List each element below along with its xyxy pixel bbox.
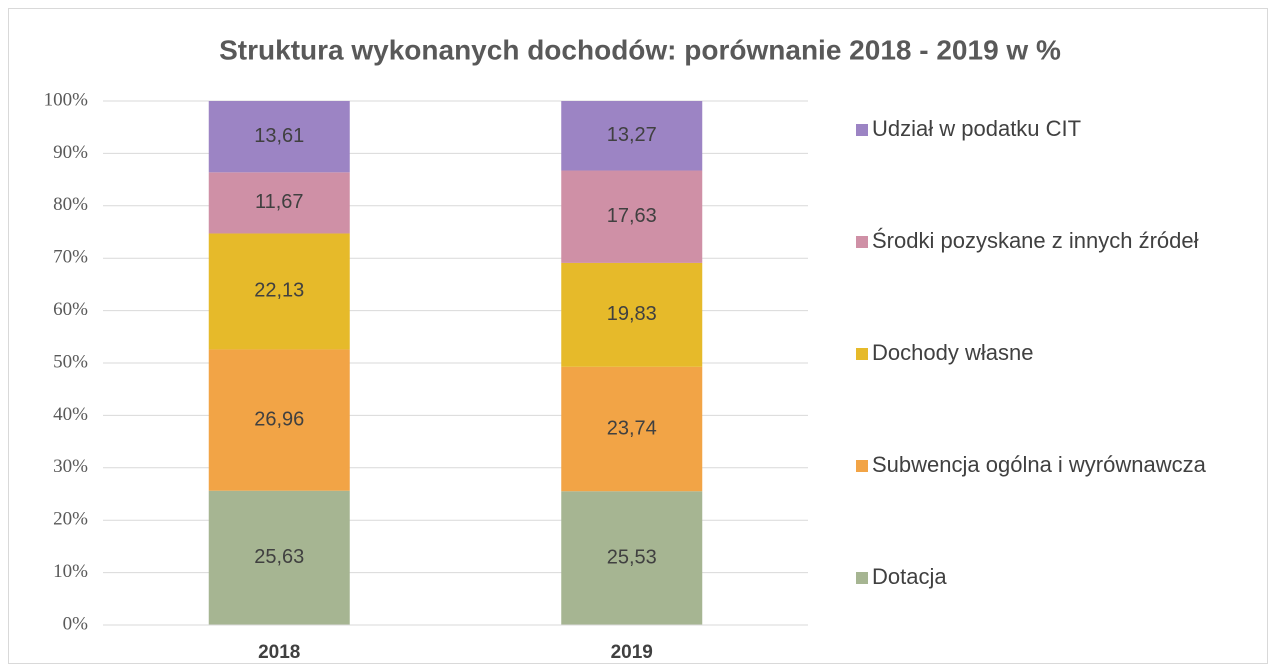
legend-label: Subwencja ogólna i wyrównawcza — [872, 452, 1207, 477]
legend-swatch — [856, 124, 868, 136]
y-tick-label: 70% — [53, 247, 88, 268]
bar-segment — [561, 366, 703, 492]
legend-swatch — [856, 460, 868, 472]
data-label: 22,13 — [254, 280, 304, 302]
data-label: 26,96 — [254, 408, 304, 430]
x-tick-label: 2018 — [258, 642, 300, 663]
bar-segment — [208, 490, 350, 625]
y-tick-label: 100% — [44, 89, 89, 110]
legend-swatch — [856, 236, 868, 248]
legend-swatch — [856, 572, 868, 584]
bar-segment — [208, 349, 350, 491]
legend-swatch — [856, 348, 868, 360]
bar-segment — [208, 101, 350, 173]
y-tick-label: 0% — [63, 613, 89, 634]
legend-label: Dotacja — [872, 564, 947, 589]
y-tick-label: 60% — [53, 299, 88, 320]
data-label: 19,83 — [607, 303, 657, 325]
data-label: 25,53 — [607, 546, 657, 568]
y-tick-label: 50% — [53, 351, 88, 372]
data-label: 17,63 — [607, 205, 657, 227]
y-tick-label: 90% — [53, 142, 88, 163]
x-tick-label: 2019 — [611, 642, 653, 663]
bar-segment — [561, 262, 703, 367]
chart-title: Struktura wykonanych dochodów: porównani… — [219, 34, 1061, 65]
bar-segment — [561, 491, 703, 625]
y-tick-label: 20% — [53, 509, 88, 530]
legend-label: Dochody własne — [872, 340, 1033, 365]
bar-segment — [208, 172, 350, 234]
bar-segment — [208, 233, 350, 350]
legend-label: Udział w podatku CIT — [872, 116, 1081, 141]
bar-segment — [561, 101, 703, 171]
legend-label: Środki pozyskane z innych źródeł — [872, 228, 1199, 253]
data-label: 13,27 — [607, 124, 657, 146]
y-tick-label: 10% — [53, 561, 88, 582]
data-label: 13,61 — [254, 125, 304, 147]
data-label: 25,63 — [254, 546, 304, 568]
bar-segment — [561, 170, 703, 263]
y-tick-label: 30% — [53, 456, 88, 477]
data-label: 11,67 — [255, 191, 304, 213]
y-tick-label: 80% — [53, 194, 88, 215]
data-label: 23,74 — [607, 417, 657, 439]
y-tick-label: 40% — [53, 404, 88, 425]
